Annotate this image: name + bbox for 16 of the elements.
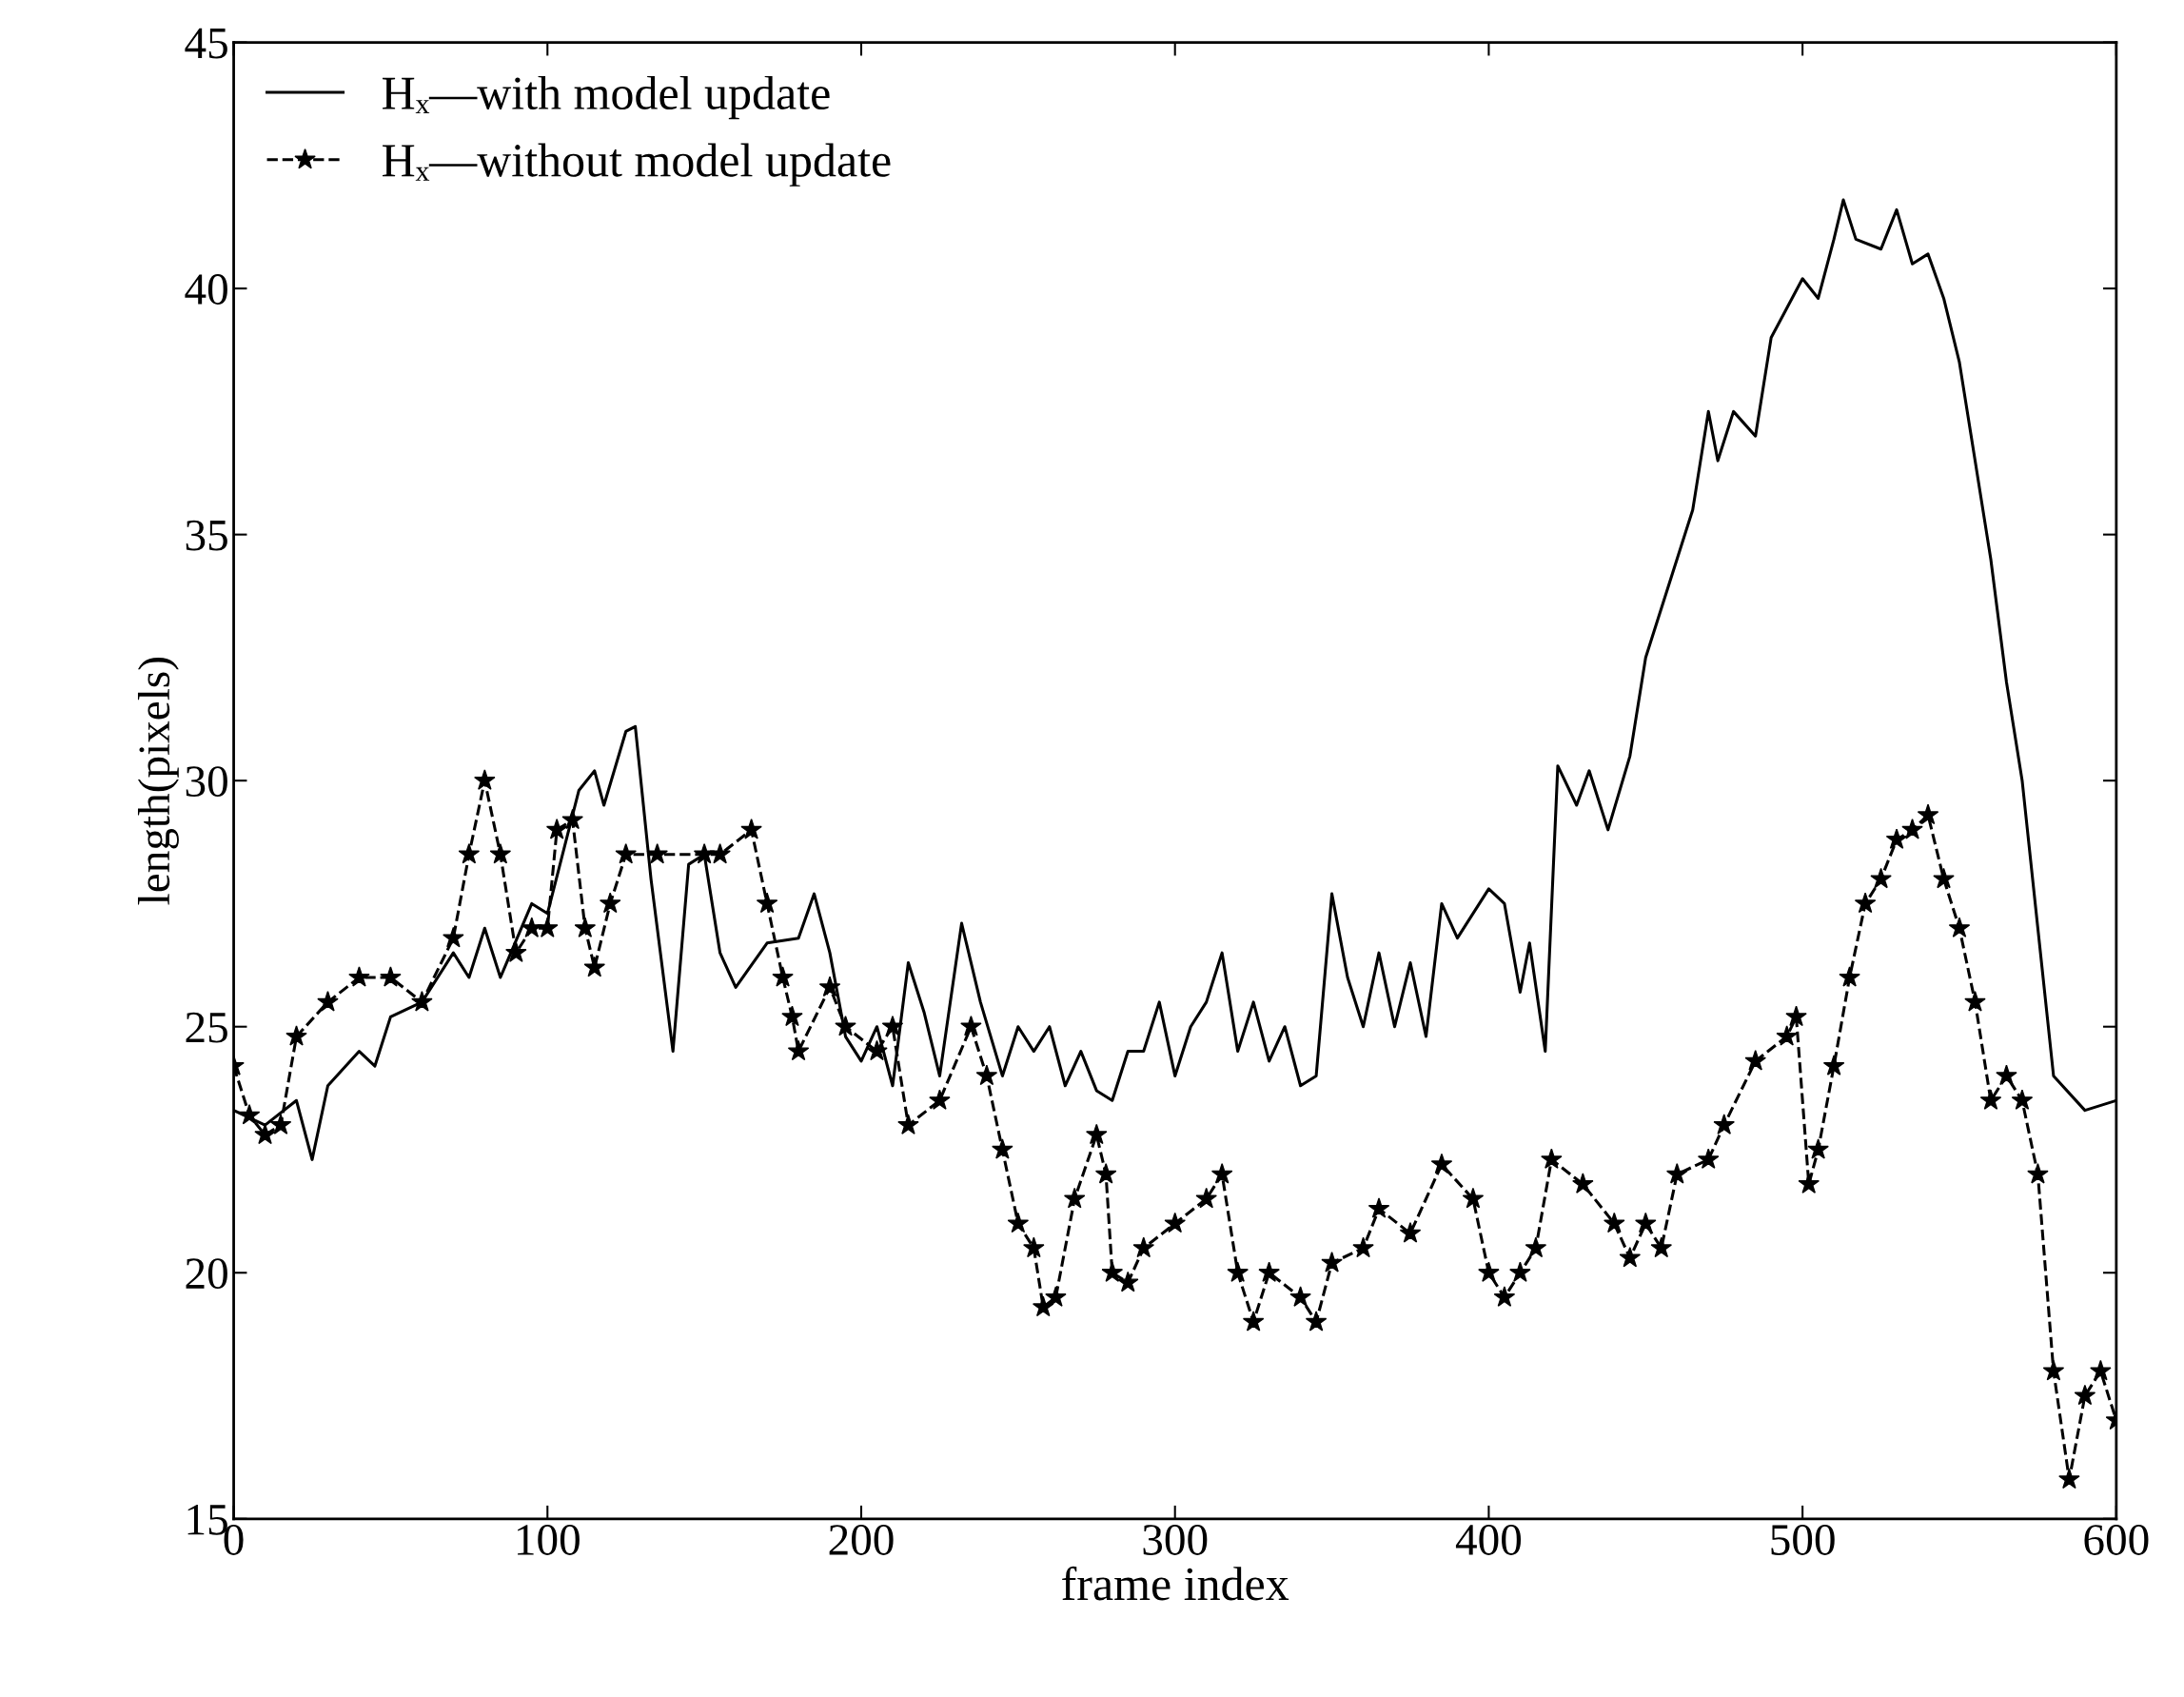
legend-label: Hₓ—without model update: [383, 143, 891, 187]
y-axis-title: length(pixels): [137, 658, 179, 905]
y-tick-label: 40: [185, 274, 227, 305]
x-tick-label: 300: [1143, 1525, 1208, 1555]
y-tick-label: 45: [185, 28, 227, 59]
y-tick-label: 25: [186, 1012, 227, 1043]
x-tick-label: 100: [518, 1525, 580, 1555]
legend-label: Hₓ—with model update: [383, 75, 830, 120]
x-tick-label: 600: [2084, 1525, 2149, 1555]
y-tick-label: 35: [186, 520, 227, 551]
x-tick-label: 400: [1455, 1525, 1522, 1555]
x-axis-title: frame index: [1062, 1566, 1289, 1601]
x-tick-label: 500: [1771, 1525, 1835, 1555]
y-tick-label: 20: [186, 1258, 227, 1290]
y-tick-label: 30: [186, 766, 227, 798]
x-tick-label: 200: [829, 1525, 894, 1555]
